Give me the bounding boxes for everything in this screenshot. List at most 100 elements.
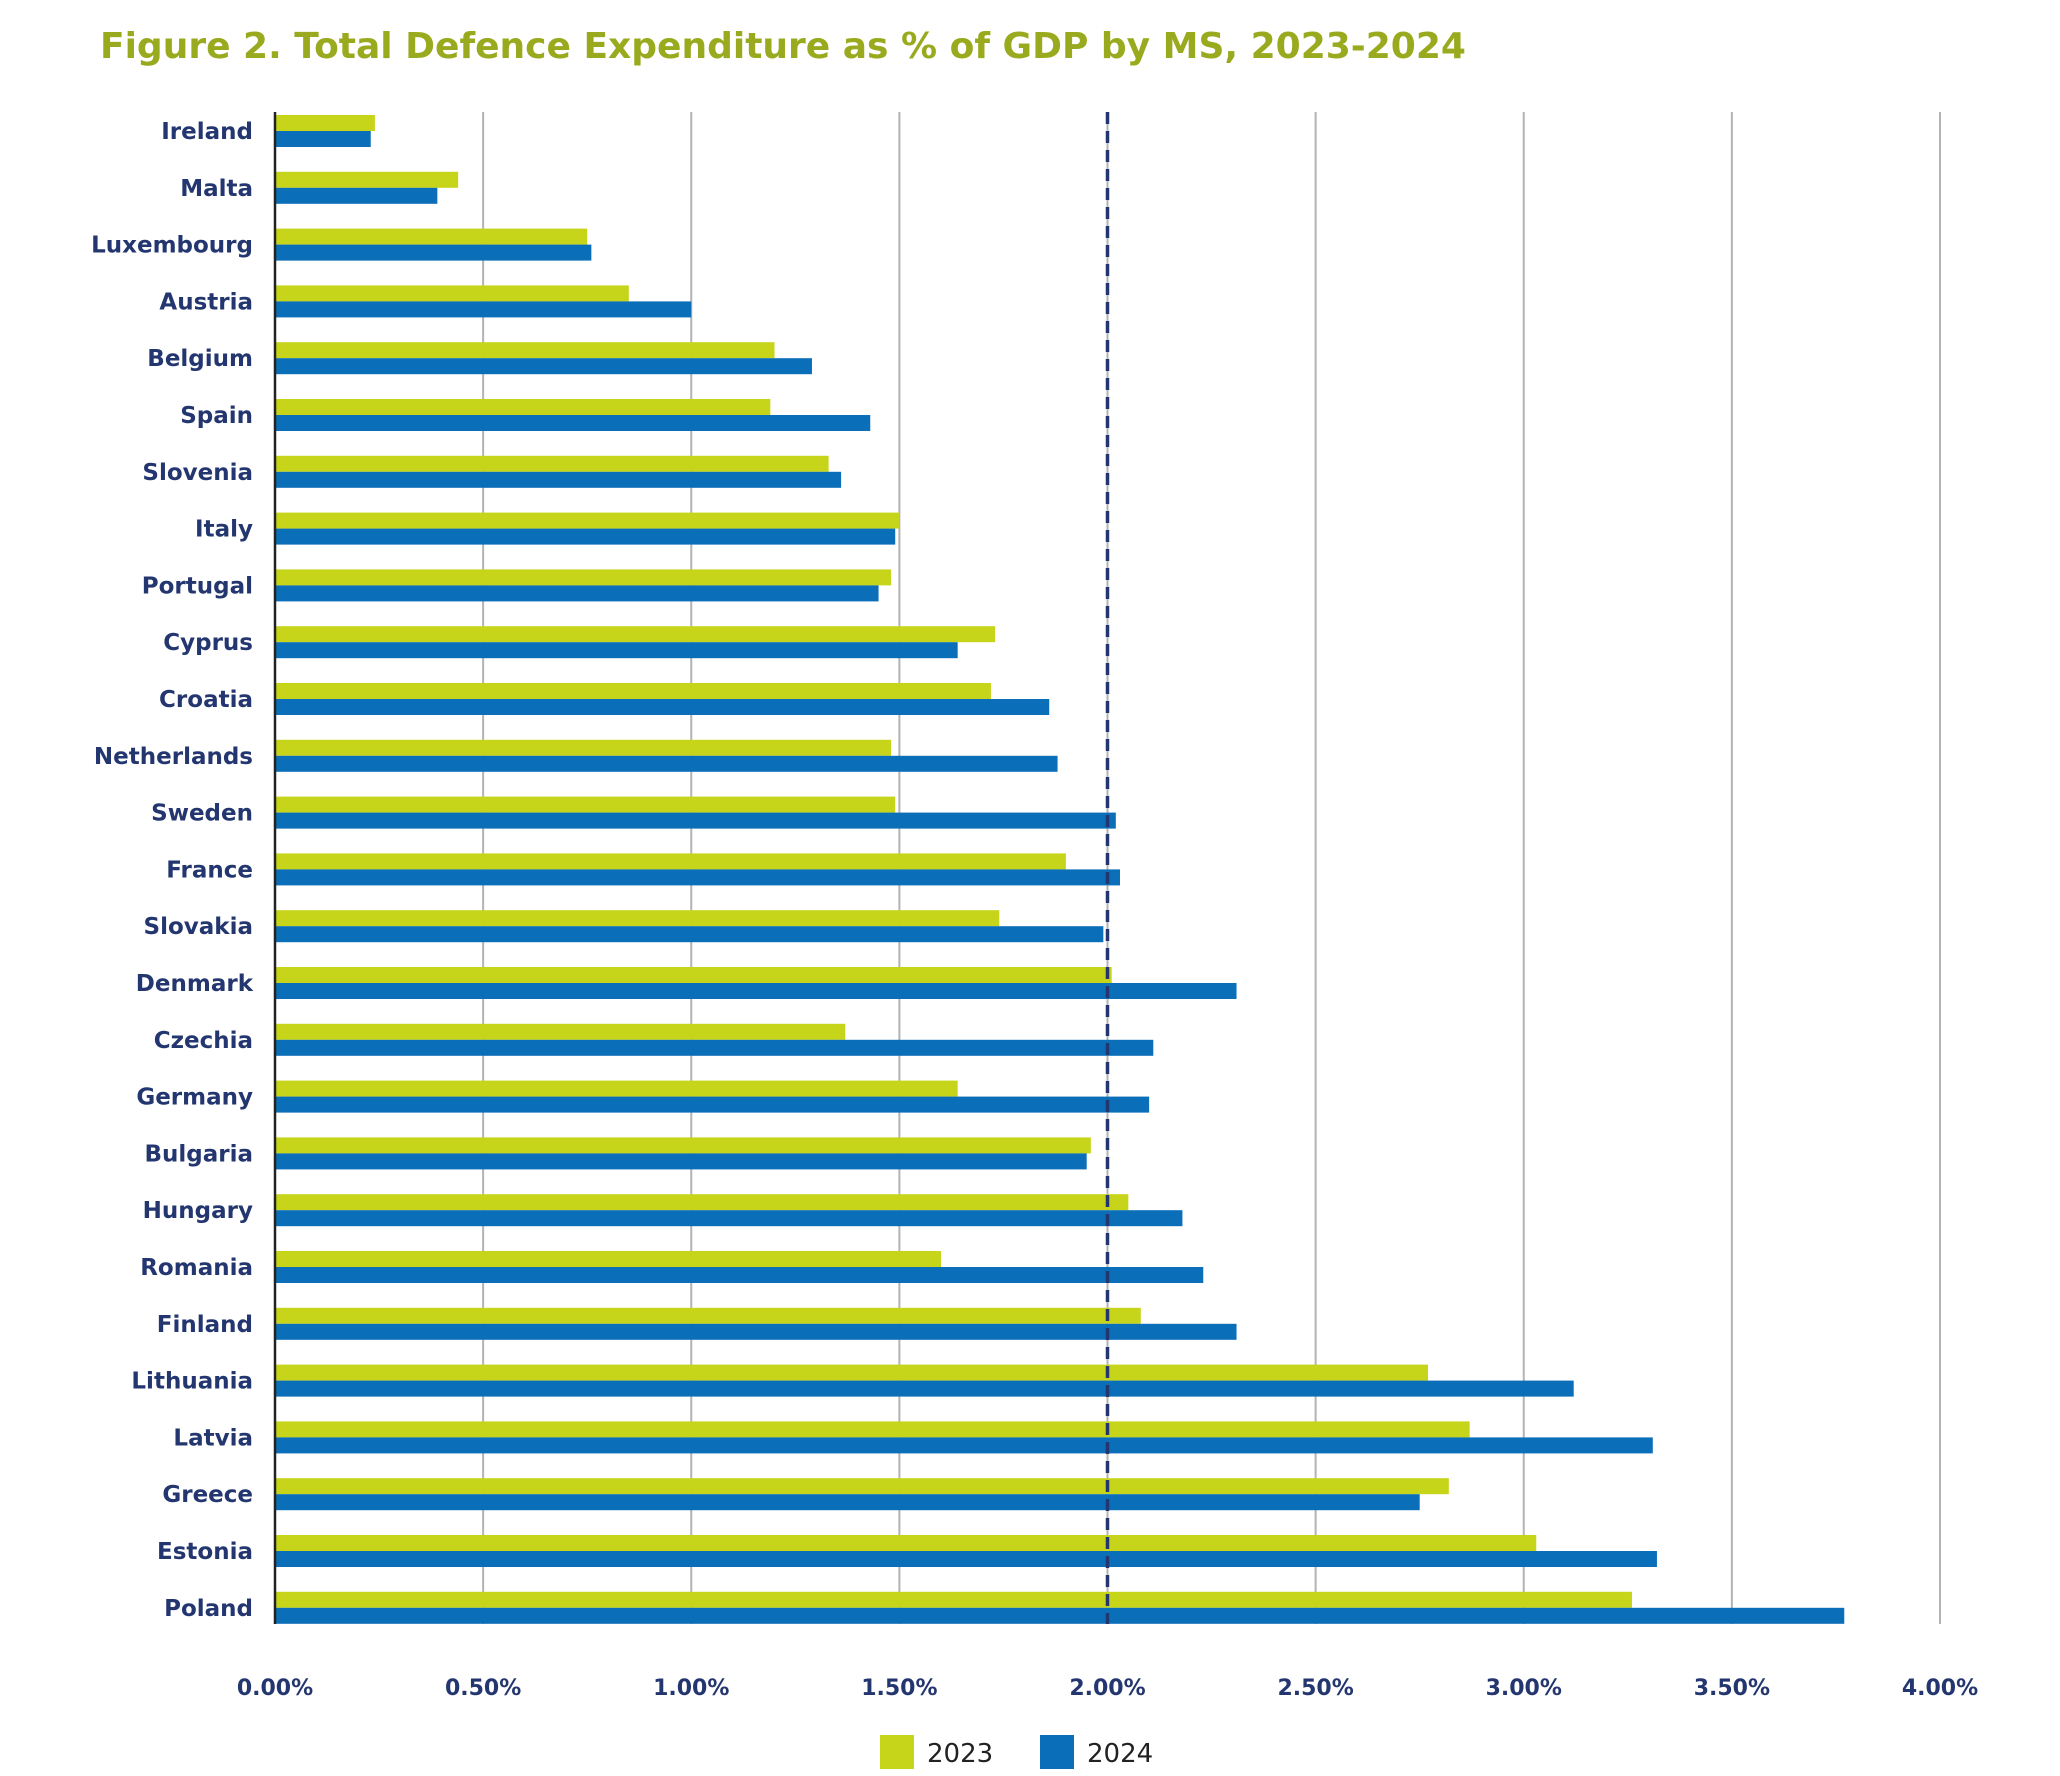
bar-2023-germany	[275, 1080, 958, 1097]
bar-2023-slovakia	[275, 910, 1000, 927]
bar-2024-lithuania	[275, 1380, 1574, 1397]
bar-2024-bulgaria	[275, 1153, 1087, 1170]
x-tick-labels: 0.00% 0.50% 1.00% 1.50% 2.00% 2.50% 3.00% 3.50%…	[237, 1676, 1978, 1701]
category-label: Portugal	[142, 573, 253, 599]
bar-2023-romania	[275, 1251, 941, 1267]
bar-2024-netherlands	[275, 755, 1058, 772]
bar-2024-malta	[275, 187, 438, 204]
bar-2024-belgium	[275, 358, 812, 375]
category-label: Bulgaria	[144, 1141, 253, 1167]
x-tick-label: 2.00%	[1069, 1676, 1145, 1701]
category-label: Luxembourg	[91, 233, 253, 259]
bar-2024-france	[275, 869, 1120, 886]
category-label: Sweden	[151, 801, 253, 827]
bar-2023-belgium	[275, 342, 775, 359]
x-tick-label: 3.50%	[1694, 1676, 1770, 1701]
category-label: Ireland	[161, 119, 253, 145]
x-tick-label: 1.50%	[861, 1676, 937, 1701]
bar-2024-finland	[275, 1323, 1237, 1340]
legend-swatch-2024	[1040, 1735, 1074, 1769]
category-label: Slovakia	[144, 914, 253, 940]
category-label: Greece	[162, 1482, 253, 1508]
bar-2024-cyprus	[275, 642, 958, 659]
bar-2023-cyprus	[275, 626, 996, 643]
bar-2023-czechia	[275, 1023, 846, 1040]
bar-2024-croatia	[275, 699, 1050, 715]
bar-2024-romania	[275, 1267, 1204, 1283]
bar-2024-austria	[275, 301, 692, 318]
bar-2023-sweden	[275, 796, 896, 813]
category-label: Lithuania	[131, 1369, 253, 1395]
chart-title: Figure 2. Total Defence Expenditure as %…	[100, 26, 1466, 67]
bar-2023-italy	[275, 512, 900, 529]
bar-2024-poland	[275, 1607, 1845, 1624]
x-tick-label: 3.00%	[1486, 1676, 1562, 1701]
bar-2024-luxembourg	[275, 244, 592, 261]
category-label: Hungary	[143, 1198, 253, 1224]
x-tick-label: 1.00%	[653, 1676, 729, 1701]
category-label: Denmark	[136, 971, 254, 997]
bar-2024-greece	[275, 1494, 1420, 1511]
category-label: Slovenia	[142, 460, 253, 486]
legend-label-2023: 2023	[927, 1739, 993, 1769]
category-label: Croatia	[159, 687, 253, 713]
category-label: Poland	[164, 1596, 253, 1622]
bar-2023-malta	[275, 171, 459, 188]
legend-label-2024: 2024	[1087, 1739, 1153, 1769]
bar-2023-finland	[275, 1307, 1141, 1324]
bar-2024-czechia	[275, 1039, 1154, 1056]
bar-2024-hungary	[275, 1210, 1183, 1227]
x-tick-label: 4.00%	[1902, 1676, 1978, 1701]
bar-2023-spain	[275, 399, 771, 415]
category-label: Italy	[195, 517, 253, 543]
bar-2023-netherlands	[275, 739, 892, 756]
category-label: Czechia	[154, 1028, 253, 1054]
category-label: Latvia	[173, 1425, 253, 1451]
bar-2024-sweden	[275, 812, 1116, 829]
bar-2023-hungary	[275, 1194, 1129, 1211]
bar-2023-estonia	[275, 1535, 1537, 1551]
bar-2024-latvia	[275, 1437, 1653, 1454]
category-label: Cyprus	[163, 630, 253, 656]
bar-2023-france	[275, 853, 1066, 870]
category-label: Germany	[136, 1085, 253, 1111]
category-label: Estonia	[157, 1539, 253, 1565]
bar-2023-croatia	[275, 683, 991, 699]
bar-2023-lithuania	[275, 1364, 1429, 1381]
bar-2023-portugal	[275, 569, 892, 586]
legend-swatch-2023	[880, 1735, 914, 1769]
bar-2023-denmark	[275, 967, 1112, 983]
bar-2023-ireland	[275, 115, 375, 131]
x-tick-label: 2.50%	[1277, 1676, 1353, 1701]
bar-2024-estonia	[275, 1551, 1657, 1567]
bar-2023-greece	[275, 1478, 1449, 1495]
bar-2023-latvia	[275, 1421, 1470, 1438]
bar-2024-portugal	[275, 585, 879, 602]
bar-2024-slovakia	[275, 926, 1104, 943]
category-label: Malta	[180, 176, 253, 202]
bar-2024-slovenia	[275, 471, 842, 488]
bar-2023-poland	[275, 1591, 1632, 1608]
bar-2023-slovenia	[275, 455, 829, 472]
bars	[275, 115, 1845, 1624]
legend: 2023 2024	[880, 1735, 1153, 1769]
bar-2023-luxembourg	[275, 228, 588, 245]
category-label: France	[166, 857, 253, 883]
x-tick-label: 0.50%	[445, 1676, 521, 1701]
bar-2024-denmark	[275, 983, 1237, 999]
category-label: Romania	[140, 1255, 253, 1281]
bar-2024-italy	[275, 528, 896, 545]
category-label: Netherlands	[94, 744, 253, 770]
category-label: Belgium	[147, 346, 253, 372]
bar-2023-bulgaria	[275, 1137, 1091, 1154]
bar-2023-austria	[275, 285, 629, 302]
bar-2024-ireland	[275, 131, 371, 147]
category-label: Spain	[180, 403, 253, 429]
category-label: Finland	[157, 1312, 253, 1338]
x-tick-label: 0.00%	[237, 1676, 313, 1701]
category-label: Austria	[159, 289, 253, 315]
bar-2024-germany	[275, 1096, 1150, 1113]
category-labels: Ireland Malta Luxembourg Austria Belgium Spai…	[91, 119, 254, 1622]
bar-2024-spain	[275, 415, 871, 431]
